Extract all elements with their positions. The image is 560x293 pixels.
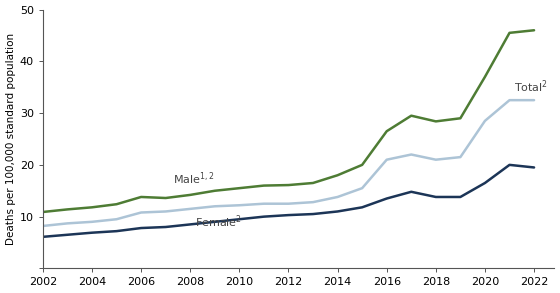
Text: Female$^{2}$: Female$^{2}$	[195, 213, 242, 230]
Y-axis label: Deaths per 100,000 standard population: Deaths per 100,000 standard population	[6, 33, 16, 245]
Text: Total$^{2}$: Total$^{2}$	[515, 79, 549, 95]
Text: Male$^{1,2}$: Male$^{1,2}$	[173, 170, 214, 187]
